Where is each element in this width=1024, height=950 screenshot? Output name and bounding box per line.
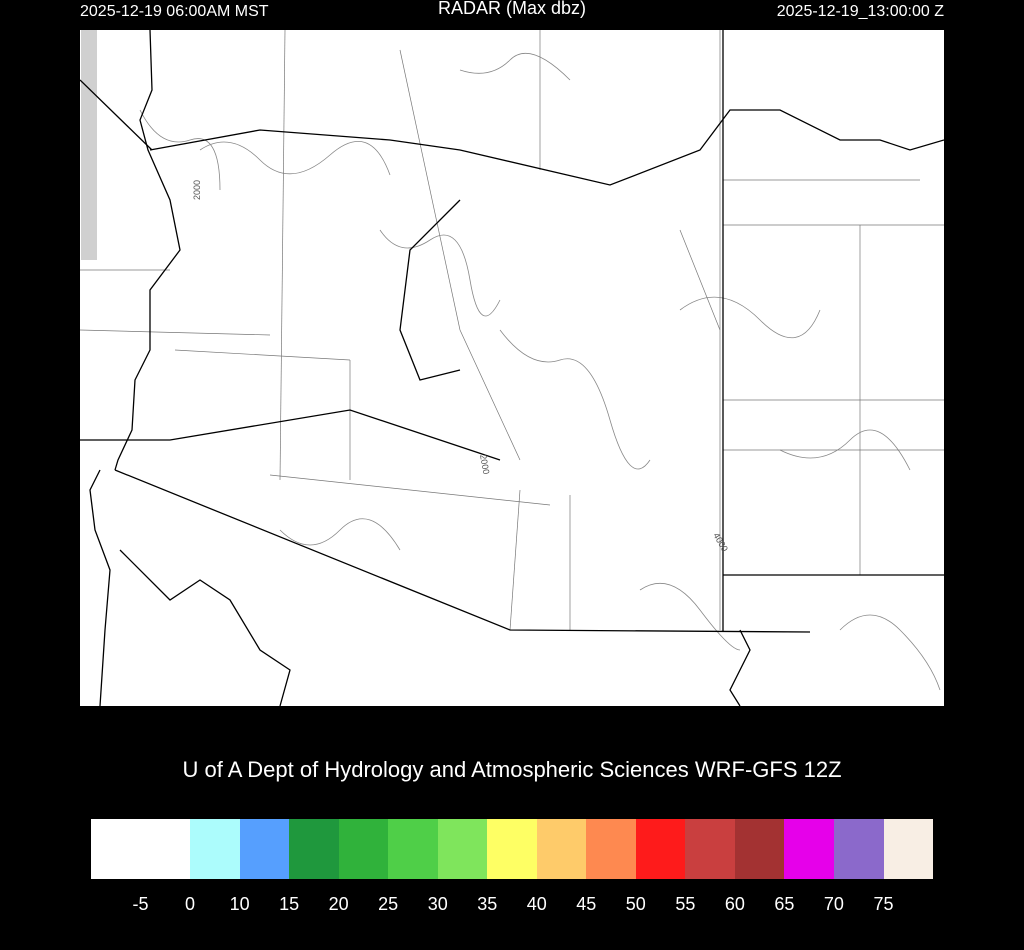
colorbar-swatch xyxy=(190,819,240,879)
map-title: RADAR (Max dbz) xyxy=(437,0,587,18)
state-borders xyxy=(79,29,945,707)
local-time: 2025-12-19 06:00AM MST xyxy=(80,3,269,20)
contour-label: 4000 xyxy=(711,531,730,553)
terrain-contours xyxy=(139,52,941,691)
colorbar-label: 45 xyxy=(576,894,597,914)
colorbar-label: 35 xyxy=(477,894,498,914)
colorbar-label: 50 xyxy=(625,894,646,914)
colorbar-swatch xyxy=(437,819,488,879)
colorbar-swatch xyxy=(685,819,735,879)
colorbar xyxy=(91,819,934,879)
colorbar-label: 60 xyxy=(724,894,745,914)
colorbar-label: 15 xyxy=(279,894,300,914)
colorbar-swatch xyxy=(487,819,537,879)
colorbar-swatch xyxy=(91,819,141,879)
radar-map: 2000 2000 4000 xyxy=(79,29,945,707)
colorbar-swatch xyxy=(289,819,339,879)
contour-label: 2000 xyxy=(192,180,202,200)
colorbar-label: 25 xyxy=(378,894,399,914)
colorbar-swatch xyxy=(239,819,290,879)
contour-label: 2000 xyxy=(478,454,491,475)
colorbar-swatch xyxy=(883,819,934,879)
colorbar-label: 65 xyxy=(774,894,795,914)
colorbar-swatch xyxy=(784,819,834,879)
colorbar-swatch xyxy=(140,819,191,879)
colorbar-swatch xyxy=(338,819,389,879)
colorbar-label: 0 xyxy=(185,894,196,914)
colorbar-label: 10 xyxy=(229,894,250,914)
colorbar-swatch xyxy=(833,819,884,879)
colorbar-label: -5 xyxy=(132,894,149,914)
colorbar-swatch xyxy=(635,819,686,879)
colorbar-label: 30 xyxy=(427,894,448,914)
credit-text: U of A Dept of Hydrology and Atmospheric… xyxy=(182,757,842,782)
colorbar-label: 55 xyxy=(675,894,696,914)
colorbar-label: 75 xyxy=(873,894,894,914)
missing-data-strip xyxy=(81,30,97,260)
colorbar-label: 40 xyxy=(526,894,547,914)
colorbar-swatch xyxy=(586,819,636,879)
colorbar-swatch xyxy=(536,819,587,879)
basemap: 2000 2000 4000 xyxy=(79,29,945,707)
colorbar-swatch xyxy=(734,819,785,879)
colorbar-label: 70 xyxy=(823,894,844,914)
utc-time: 2025-12-19_13:00:00 Z xyxy=(776,3,944,20)
county-lines xyxy=(79,29,944,631)
colorbar-swatch xyxy=(388,819,438,879)
colorbar-label: 20 xyxy=(328,894,349,914)
